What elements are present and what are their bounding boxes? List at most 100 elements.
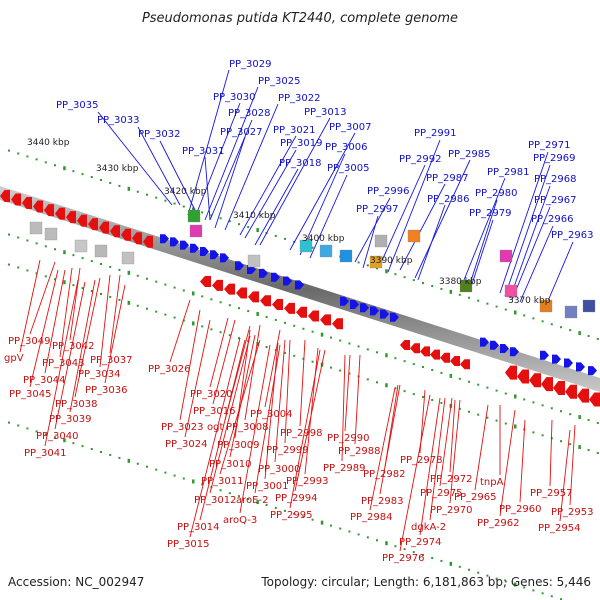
leader-line [294, 349, 326, 492]
accession-text: Accession: NC_002947 [8, 575, 144, 589]
ruler-tick [127, 270, 131, 275]
ruler-tick [173, 316, 176, 319]
gene-label: PP_2970 [430, 505, 473, 516]
forward-gene-arrow [220, 253, 229, 263]
leader-line [179, 309, 201, 421]
leader-line [341, 354, 346, 462]
ruler-tick [228, 334, 231, 337]
leader-line [264, 342, 279, 480]
reverse-gene-arrow [308, 310, 319, 322]
ruler-tick [422, 554, 424, 557]
ruler-tick [44, 433, 47, 436]
ruler-tick [192, 207, 195, 212]
ruler-tick [330, 366, 332, 369]
gene-label: PP_2968 [534, 174, 577, 185]
ruler-tick [164, 199, 167, 202]
gene-feature-block [319, 244, 333, 258]
ruler-tick [339, 369, 342, 372]
ruler-tick [8, 233, 10, 236]
gene-label: PP_3011 [201, 476, 244, 487]
ruler-tick [136, 304, 139, 307]
gene-label: PP_3012 [194, 495, 237, 506]
ruler-tick [339, 527, 342, 530]
ruler-tick [192, 479, 195, 484]
reverse-gene-arrow [529, 373, 541, 388]
ruler-tick [17, 236, 20, 239]
gene-label: PP_2992 [399, 154, 442, 165]
gene-feature-block [582, 299, 596, 313]
ruler-tick [265, 503, 268, 506]
ruler-tick [72, 442, 75, 445]
ruler-tick [560, 440, 562, 443]
ruler-tick [550, 407, 553, 410]
leader-line [244, 324, 261, 421]
ruler-tick [146, 277, 148, 280]
ruler-tick [293, 324, 296, 327]
forward-gene-arrow [180, 240, 189, 250]
leader-line [467, 199, 498, 291]
leader-line [19, 259, 41, 353]
reverse-gene-arrow [517, 369, 529, 384]
leader-line [264, 329, 281, 408]
leader-line [289, 132, 356, 251]
reverse-gene-arrow [440, 352, 450, 363]
leader-line [461, 177, 506, 286]
ruler-tick [348, 342, 351, 345]
ruler-tick [155, 310, 158, 313]
leader-line [284, 339, 291, 444]
ruler-tick [182, 477, 185, 480]
gene-label: PP_3028 [228, 108, 271, 119]
kbp-tick-label: 3430 kbp [96, 164, 139, 174]
ruler-tick [532, 589, 535, 592]
ruler-tick [311, 246, 314, 249]
reverse-gene-arrow [11, 193, 21, 206]
ruler-tick [403, 548, 406, 551]
ruler-tick [164, 283, 167, 286]
gene-feature-block [44, 227, 58, 241]
reverse-gene-arrow [143, 235, 153, 248]
ruler-tick [26, 269, 29, 272]
ruler-tick [504, 422, 507, 425]
gene-label: PP_3041 [24, 448, 67, 459]
ruler-tick [274, 506, 277, 509]
kbp-tick-label: 3420 kbp [164, 187, 207, 197]
ruler-tick [458, 293, 461, 296]
forward-gene-arrow [370, 306, 379, 316]
ruler-tick [238, 495, 240, 498]
ruler-tick [486, 416, 489, 419]
kbp-tick-label: 3370 kbp [508, 296, 551, 306]
leader-line [544, 241, 574, 309]
ruler-tick [100, 451, 102, 453]
gene-label: PP_2982 [363, 469, 406, 480]
ruler-tick [90, 290, 93, 293]
gene-feature-block [407, 229, 421, 243]
gene-label: PP_3016 [193, 406, 236, 417]
ruler-tick [348, 372, 351, 375]
ruler-tick [17, 424, 20, 427]
label-leader-lines [19, 69, 576, 552]
gene-feature-block [564, 305, 578, 319]
ruler-tick [376, 381, 378, 384]
kbp-tick-label: 3440 kbp [27, 138, 70, 148]
gene-label: PP_2989 [323, 463, 366, 474]
leader-line [209, 119, 253, 221]
ruler-tick [376, 351, 378, 354]
leader-line [304, 347, 319, 475]
gene-label: PP_3029 [229, 59, 272, 70]
gene-label: PP_3049 [8, 336, 51, 347]
leader-line [169, 299, 191, 363]
ruler-tick [550, 323, 553, 326]
leader-line [414, 159, 471, 279]
gene-label: PP_3009 [217, 440, 260, 451]
ruler-tick [376, 267, 378, 270]
ruler-tick [486, 574, 489, 577]
ruler-tick [63, 166, 66, 171]
ruler-tick [385, 269, 388, 274]
gene-label: aroE-2 [236, 495, 268, 506]
leader-line [104, 284, 126, 384]
gene-label: PP_3022 [278, 93, 321, 104]
leader-line [204, 86, 259, 221]
ruler-tick [90, 260, 93, 263]
ruler-tick [422, 366, 424, 369]
gene-label: PP_2986 [427, 194, 470, 205]
